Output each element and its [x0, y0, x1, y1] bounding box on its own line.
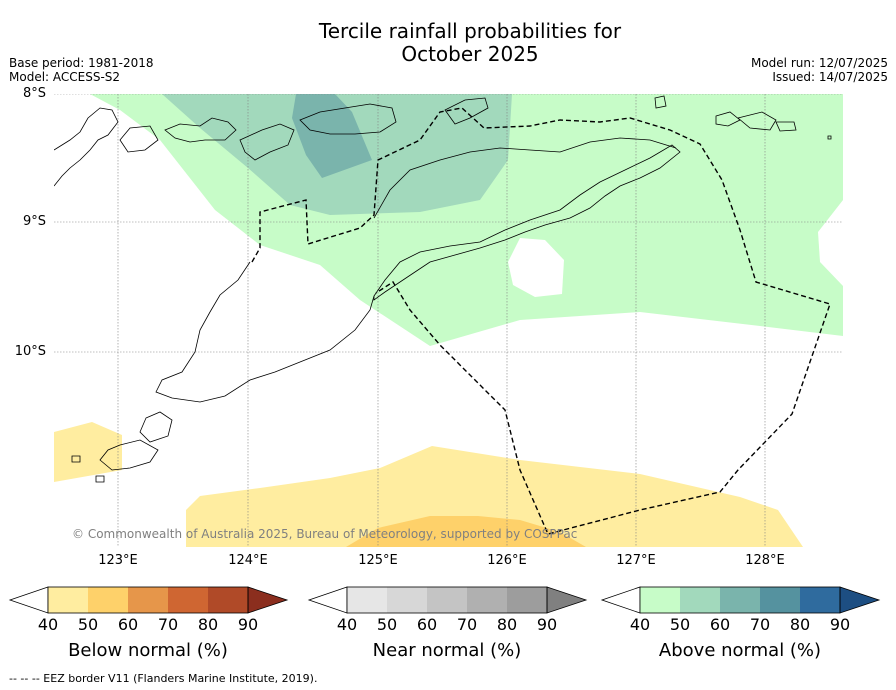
wetar-coast [444, 97, 489, 125]
chart-title-line2: October 2025 [401, 42, 539, 66]
map-gridlines [54, 94, 843, 547]
colorbar-below-normal [8, 586, 289, 614]
eez-footnote: -- -- -- EEZ border V11 (Flanders Marine… [9, 672, 318, 685]
lat-label-8s: 8°S [22, 86, 46, 101]
chart-title-line1: Tercile rainfall probabilities for [318, 19, 622, 43]
east-island-4 [775, 121, 797, 132]
below-tick-80: 80 [197, 615, 219, 634]
below-tick-40: 40 [37, 615, 59, 634]
near-tick-90: 90 [536, 615, 558, 634]
north-island-coast-4 [299, 103, 397, 135]
issued-label: Issued: 14/07/2025 [772, 70, 888, 84]
small-island-2 [95, 475, 105, 483]
copyright-text: © Commonwealth of Australia 2025, Bureau… [72, 527, 577, 541]
near-tick-80: 80 [496, 615, 518, 634]
above-normal-title: Above normal (%) [658, 640, 822, 661]
below-tick-50: 50 [77, 615, 99, 634]
near-tick-50: 50 [376, 615, 398, 634]
model-run-label: Model run: 12/07/2025 [750, 56, 888, 70]
lon-label-125e: 125°E [358, 553, 398, 568]
colorbar-above-normal [600, 586, 881, 614]
below-normal-title: Below normal (%) [68, 640, 228, 661]
lon-label-127e: 127°E [616, 553, 656, 568]
lat-label-9s: 9°S [22, 214, 46, 229]
near-normal-title: Near normal (%) [372, 640, 522, 661]
sumba-coast [155, 261, 375, 403]
rote-coast [99, 439, 159, 471]
lon-label-123e: 123°E [98, 553, 138, 568]
above-tick-60: 60 [709, 615, 731, 634]
lon-label-128e: 128°E [745, 553, 785, 568]
lat-label-10s: 10°S [14, 344, 46, 359]
base-period-label: Base period: 1981-2018 [9, 56, 154, 70]
below-normal-60-region [346, 516, 586, 547]
above-tick-80: 80 [789, 615, 811, 634]
north-island-coast-2 [164, 117, 237, 143]
above-tick-70: 70 [749, 615, 771, 634]
north-island-coast-3 [239, 123, 295, 161]
coastline-outlines [54, 95, 832, 483]
east-island-3 [737, 111, 777, 131]
north-island-coast-1 [119, 125, 159, 153]
map-layers [54, 94, 843, 547]
below-tick-60: 60 [117, 615, 139, 634]
below-tick-90: 90 [237, 615, 259, 634]
below-normal-50-region-south [186, 446, 803, 547]
colorbar-near-normal [307, 586, 588, 614]
below-tick-70: 70 [157, 615, 179, 634]
eez-border [251, 107, 831, 535]
near-tick-70: 70 [456, 615, 478, 634]
east-island-2 [715, 111, 741, 127]
east-island-1 [654, 95, 667, 109]
neutral-hole-region [508, 238, 564, 297]
flores-coast [54, 107, 119, 187]
timor-coast [373, 144, 681, 301]
lon-label-124e: 124°E [228, 553, 268, 568]
east-island-5 [827, 135, 832, 140]
timor-north-coast [373, 137, 677, 219]
model-label: Model: ACCESS-S2 [9, 70, 121, 84]
small-island-1 [71, 455, 81, 463]
near-tick-60: 60 [416, 615, 438, 634]
lon-label-126e: 126°E [487, 553, 527, 568]
savu-coast [139, 411, 173, 443]
neutral-edge-notch [818, 200, 843, 286]
above-tick-40: 40 [629, 615, 651, 634]
near-tick-40: 40 [336, 615, 358, 634]
above-tick-50: 50 [669, 615, 691, 634]
below-normal-50-region [54, 422, 122, 482]
above-tick-90: 90 [829, 615, 851, 634]
